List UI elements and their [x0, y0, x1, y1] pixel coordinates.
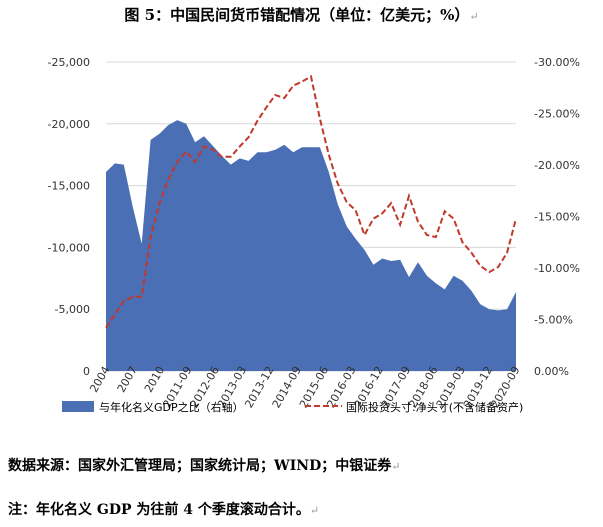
right-tick-label: -20.00% [534, 159, 580, 172]
right-tick-label: -30.00% [534, 56, 580, 69]
left-tick-label: -5,000 [55, 303, 90, 316]
return-mark: ↵ [469, 10, 479, 23]
legend-swatch-area [62, 401, 94, 412]
right-tick-label: -5.00% [534, 314, 573, 327]
left-tick-label: -15,000 [48, 180, 90, 193]
legend: 与年化名义GDP之比（右轴） 国际投资头寸:净头寸(不含储备资产) [62, 400, 523, 414]
return-mark: ↵ [391, 460, 401, 473]
line-series [105, 74, 517, 329]
chart-title: 图 5：中国民间货币错配情况（单位：亿美元；%）↵ [124, 6, 479, 24]
footnote: 注：年化名义 GDP 为往前 4 个季度滚动合计。↵ [8, 502, 320, 518]
right-tick-label: 0.00% [534, 365, 569, 378]
left-tick-label: -20,000 [48, 118, 90, 131]
legend-label-line: 国际投资头寸:净头寸(不含储备资产) [346, 400, 523, 414]
right-tick-label: -25.00% [534, 108, 580, 121]
chart: 0 -5,000 -10,000 -15,000 -20,000 -25,000 0.00… [48, 56, 580, 414]
right-axis: 0.00% -5.00% -10.00% -15.00% -20.00% -25.00% -… [534, 56, 580, 378]
left-tick-label: 0 [83, 365, 90, 378]
x-tick-label: 2004 [87, 364, 112, 395]
ratio-line [105, 74, 517, 329]
legend-label-area: 与年化名义GDP之比（右轴） [99, 400, 244, 414]
area-path [106, 120, 516, 371]
source-note: 数据来源：国家外汇管理局；国家统计局；WIND；中银证券↵ [8, 458, 401, 474]
left-tick-label: -10,000 [48, 241, 90, 254]
left-tick-label: -25,000 [48, 56, 90, 69]
return-mark: ↵ [309, 504, 320, 517]
area-series [106, 120, 516, 371]
left-axis: 0 -5,000 -10,000 -15,000 -20,000 -25,000 [48, 56, 90, 378]
right-tick-label: -10.00% [534, 262, 580, 275]
right-tick-label: -15.00% [534, 211, 580, 224]
